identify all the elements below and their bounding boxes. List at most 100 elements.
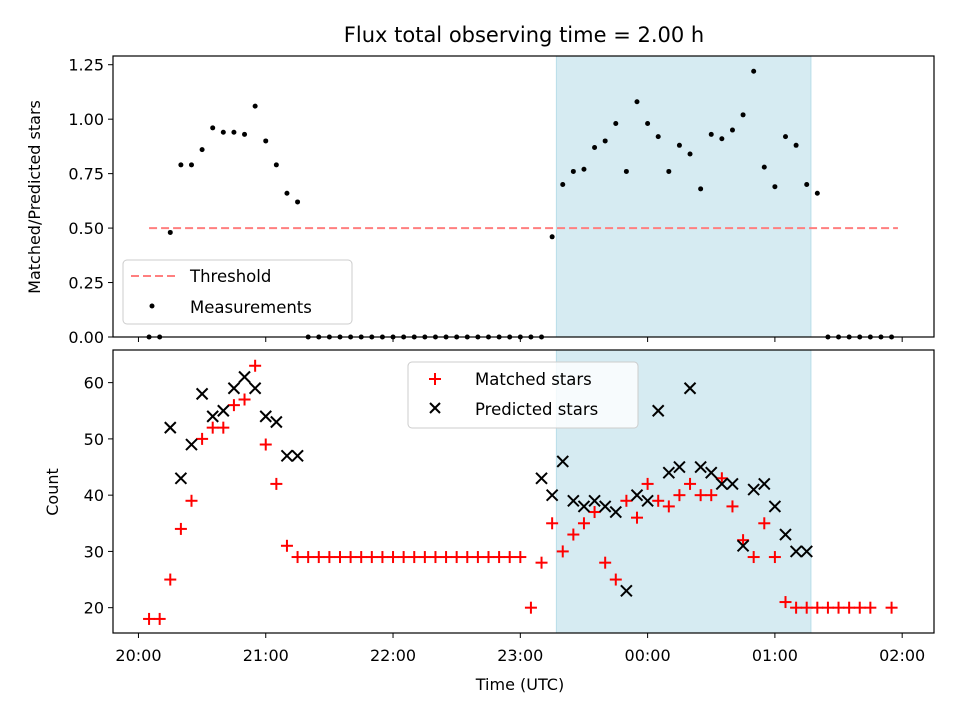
predicted-star-point: [270, 415, 283, 429]
predicted-star-point: [598, 500, 612, 513]
predicted-star-point: [609, 505, 622, 519]
matched-star-point: [270, 477, 283, 490]
predicted-star-point: [291, 449, 304, 462]
measurement-point: [751, 68, 757, 74]
count-xtick-label: 20:00: [115, 646, 161, 665]
ratio-observing-span: [555, 55, 812, 338]
predicted-star-point: [652, 404, 665, 417]
measurement-point: [242, 131, 248, 137]
matched-star-point: [535, 556, 548, 569]
measurement-point: [592, 144, 598, 150]
predicted-star-point: [567, 494, 580, 507]
measurement-point: [687, 151, 693, 157]
ratio-ytick-label: 0.75: [68, 165, 104, 184]
ratio-ytick-label: 0.00: [68, 328, 104, 347]
measurement-point: [613, 121, 619, 127]
predicted-star-point: [747, 483, 760, 496]
predicted-star-point: [556, 455, 569, 468]
predicted-star-point: [779, 528, 792, 541]
legend-matched-swatch: [429, 373, 441, 385]
legend-measurements-swatch: [149, 303, 155, 309]
measurement-point: [581, 166, 587, 172]
matched-star-point: [153, 612, 166, 625]
measurement-point: [708, 131, 714, 137]
matched-star-point: [546, 517, 559, 530]
measurement-point: [549, 234, 555, 240]
count-xlabel: Time (UTC): [475, 675, 564, 694]
measurement-point: [729, 127, 735, 133]
matched-star-point: [652, 494, 665, 507]
matched-star-point: [811, 601, 824, 614]
predicted-star-point: [577, 500, 591, 513]
count-xtick-label: 01:00: [752, 646, 798, 665]
predicted-star-point: [800, 545, 813, 558]
matched-star-point: [249, 359, 262, 372]
matched-star-point: [291, 551, 304, 564]
matched-star-point: [821, 601, 834, 614]
measurement-point: [782, 134, 788, 140]
matched-star-point: [758, 517, 771, 530]
predicted-star-point: [715, 477, 729, 491]
legend-measurements-label: Measurements: [190, 298, 312, 317]
measurement-point: [231, 129, 237, 135]
count-ytick-label: 20: [84, 599, 104, 618]
measurement-point: [623, 168, 629, 174]
predicted-star-point: [164, 421, 177, 434]
matched-star-point: [196, 432, 209, 445]
ratio-panel: 0.00 0.25 0.50 0.75 1.00 1.25 Matched/Predict…: [25, 55, 935, 347]
measurement-point: [273, 162, 279, 168]
count-xtick-label: 21:00: [243, 646, 289, 665]
predicted-star-point: [185, 438, 198, 451]
matched-star-point: [461, 551, 474, 564]
predicted-star-point: [758, 477, 771, 491]
matched-star-point: [365, 551, 378, 564]
predicted-star-point: [238, 370, 251, 384]
ratio-ytick-label: 0.50: [68, 219, 104, 238]
predicted-star-point: [789, 545, 803, 558]
measurement-point: [199, 147, 205, 153]
matched-star-point: [599, 556, 612, 569]
ratio-panel-frame: [112, 55, 935, 338]
matched-star-point: [503, 551, 516, 564]
predicted-star-point: [217, 404, 230, 417]
matched-star-point: [577, 517, 590, 530]
matched-star-point: [164, 573, 177, 586]
measurement-point: [220, 129, 226, 135]
predicted-star-point: [248, 382, 262, 395]
matched-star-point: [779, 596, 792, 609]
matched-star-point: [333, 551, 346, 564]
predicted-star-point: [630, 488, 644, 502]
predicted-star-point: [535, 472, 548, 485]
matched-star-point: [429, 551, 442, 564]
matched-star-point: [726, 500, 739, 513]
legend-threshold-label: Threshold: [189, 267, 271, 286]
matched-star-point: [312, 551, 325, 564]
measurement-point: [210, 125, 216, 131]
count-legend: Matched stars Predicted stars: [407, 361, 639, 429]
count-panel-frame: [112, 349, 935, 634]
matched-star-point: [418, 551, 431, 564]
measurement-point: [284, 190, 290, 196]
matched-star-point: [408, 551, 421, 564]
matched-star-point: [524, 601, 537, 614]
predicted-star-point: [694, 460, 707, 474]
matched-star-point: [514, 551, 527, 564]
predicted-star-point: [641, 494, 654, 507]
measurement-point: [560, 182, 566, 188]
measurement-point: [178, 162, 184, 168]
matched-star-point: [355, 551, 368, 564]
predicted-star-point: [736, 539, 750, 553]
measurement-point: [252, 103, 258, 109]
measurement-point: [645, 121, 651, 127]
measurement-point: [740, 112, 746, 118]
legend-matched-label: Matched stars: [475, 370, 592, 389]
matched-star-point: [567, 528, 580, 541]
ratio-ytick-label: 1.00: [68, 110, 104, 129]
measurement-point: [804, 182, 810, 188]
measurement-point: [676, 142, 682, 148]
measurement-point: [634, 99, 640, 105]
matched-star-point: [705, 489, 718, 502]
chart-title: Flux total observing time = 2.00 h: [344, 23, 704, 47]
matched-star-point: [641, 477, 654, 490]
